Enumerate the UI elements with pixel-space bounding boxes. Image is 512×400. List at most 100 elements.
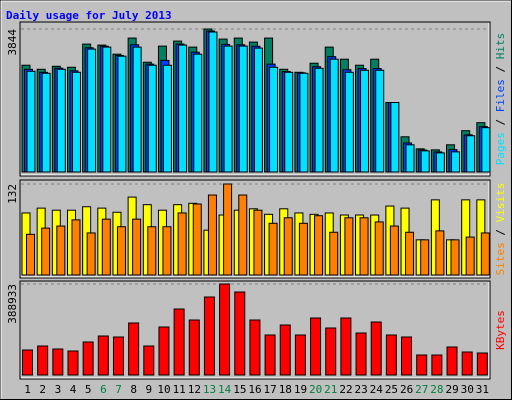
bar xyxy=(344,71,354,173)
bar xyxy=(374,221,384,276)
x-tick-label: 13 xyxy=(203,383,216,396)
legend-entry: Files xyxy=(494,79,507,112)
x-tick-label: 23 xyxy=(355,383,368,396)
x-tick-label: 8 xyxy=(130,383,137,396)
bar xyxy=(173,308,185,376)
bar xyxy=(329,231,339,276)
bar xyxy=(41,72,51,173)
legend: Sites / Visits xyxy=(494,183,507,276)
bar xyxy=(162,64,172,173)
x-tick-label: 22 xyxy=(339,383,352,396)
bar xyxy=(22,349,33,376)
x-tick-label: 16 xyxy=(248,383,261,396)
legend: KBytes xyxy=(494,310,507,350)
x-tick-label: 25 xyxy=(385,383,398,396)
bar xyxy=(269,66,279,173)
bar xyxy=(132,46,142,173)
bar xyxy=(461,351,473,376)
bar xyxy=(188,319,200,376)
bar xyxy=(143,345,155,376)
x-tick-label: 21 xyxy=(324,383,337,396)
bar xyxy=(451,151,461,173)
bar xyxy=(128,322,140,376)
bar xyxy=(446,346,458,376)
bar xyxy=(238,194,248,276)
legend-separator: / xyxy=(494,112,507,132)
bar xyxy=(219,283,231,376)
bar xyxy=(360,69,370,173)
bar xyxy=(355,332,367,376)
bar xyxy=(329,58,339,173)
bar xyxy=(294,334,306,376)
bar xyxy=(158,326,170,376)
x-tick-label: 28 xyxy=(430,383,443,396)
bar xyxy=(223,45,233,173)
x-tick-label: 12 xyxy=(188,383,201,396)
bar xyxy=(177,212,187,276)
bar xyxy=(420,150,430,173)
x-tick-label: 17 xyxy=(264,383,277,396)
x-tick-label: 4 xyxy=(70,383,77,396)
legend-entry: Pages xyxy=(494,132,507,165)
bar xyxy=(359,217,369,276)
x-tick-label: 5 xyxy=(85,383,92,396)
bar xyxy=(249,319,261,376)
bar xyxy=(344,217,354,276)
x-tick-label: 26 xyxy=(400,383,413,396)
x-tick-label: 2 xyxy=(39,383,46,396)
bar xyxy=(86,232,96,276)
bar xyxy=(37,345,49,376)
bar xyxy=(207,194,217,276)
legend-separator: / xyxy=(494,222,507,242)
bar xyxy=(82,341,94,376)
bar xyxy=(390,102,400,173)
legend-entry: KBytes xyxy=(494,310,507,350)
bar xyxy=(375,69,385,173)
x-tick-label: 1 xyxy=(24,383,31,396)
legend-entry: Visits xyxy=(494,183,507,223)
bar xyxy=(52,348,64,376)
bar xyxy=(420,239,430,276)
bar xyxy=(340,317,352,376)
bar xyxy=(450,239,460,276)
bar xyxy=(56,225,66,276)
x-tick-label: 7 xyxy=(115,383,122,396)
bar xyxy=(466,135,476,173)
bar xyxy=(310,317,322,376)
bar xyxy=(238,45,248,173)
bar xyxy=(431,354,443,376)
bar xyxy=(314,67,324,173)
bar xyxy=(223,183,233,276)
bar xyxy=(234,291,246,376)
bar xyxy=(268,222,278,276)
bar xyxy=(416,354,428,376)
x-tick-label: 29 xyxy=(445,383,458,396)
bar xyxy=(389,225,399,276)
bar xyxy=(71,71,81,173)
bar xyxy=(405,144,415,173)
bar xyxy=(97,335,109,376)
bar xyxy=(385,334,397,376)
bar xyxy=(480,232,490,276)
bar xyxy=(481,127,491,173)
panel-bevel xyxy=(21,23,490,176)
x-tick-label: 6 xyxy=(100,383,107,396)
bar xyxy=(26,70,36,173)
bar xyxy=(178,44,188,173)
legend-entry: Sites xyxy=(494,242,507,275)
bar xyxy=(314,215,324,276)
panel-bevel xyxy=(21,282,490,379)
bar xyxy=(56,68,66,173)
bar xyxy=(116,226,126,276)
bar xyxy=(26,233,35,276)
chart-title: Daily usage for July 2013 xyxy=(6,9,172,22)
bar xyxy=(283,217,293,276)
bar xyxy=(67,350,79,376)
bar xyxy=(162,226,172,276)
bar xyxy=(203,296,215,376)
bar xyxy=(298,222,308,276)
bar xyxy=(192,203,202,276)
y-tick-label: 3844 xyxy=(6,29,19,56)
bar xyxy=(284,71,294,173)
